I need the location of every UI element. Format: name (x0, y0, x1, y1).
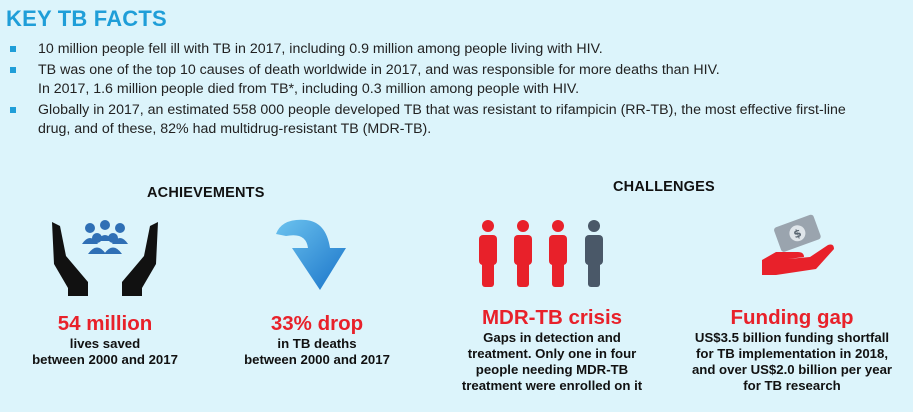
fact-item: Globally in 2017, an estimated 558 000 p… (10, 101, 905, 140)
facts-list: 10 million people fell ill with TB in 20… (10, 40, 905, 141)
achievement-card-deaths: 33% drop in TB deaths between 2000 and 2… (222, 312, 412, 368)
money-hand-icon: $ (762, 214, 834, 275)
bullet-square-icon (10, 106, 16, 113)
down-arrow-icon (276, 219, 346, 290)
achievements-heading: ACHIEVEMENTS (147, 185, 265, 201)
page-title: KEY TB FACTS (6, 6, 167, 31)
mdr-crisis-headline: MDR-TB crisis (481, 306, 623, 329)
fact-item: TB was one of the top 10 causes of death… (10, 61, 905, 100)
deaths-drop-headline: 33% drop (270, 312, 364, 335)
achievement-card-lives: 54 million lives saved between 2000 and … (10, 312, 200, 368)
lives-saved-headline: 54 million (57, 312, 153, 335)
challenge-card-mdr: MDR-TB crisis Gaps in detection and trea… (437, 306, 667, 394)
funding-gap-headline: Funding gap (730, 306, 854, 329)
hands-people-icon (52, 220, 158, 296)
people-icon (479, 220, 603, 287)
challenges-heading: CHALLENGES (613, 179, 715, 195)
bullet-square-icon (10, 46, 16, 52)
fact-item: 10 million people fell ill with TB in 20… (10, 40, 905, 60)
svg-text:$: $ (792, 226, 804, 241)
bullet-square-icon (10, 66, 16, 73)
challenge-card-funding: Funding gap US$3.5 billion funding short… (672, 306, 912, 394)
